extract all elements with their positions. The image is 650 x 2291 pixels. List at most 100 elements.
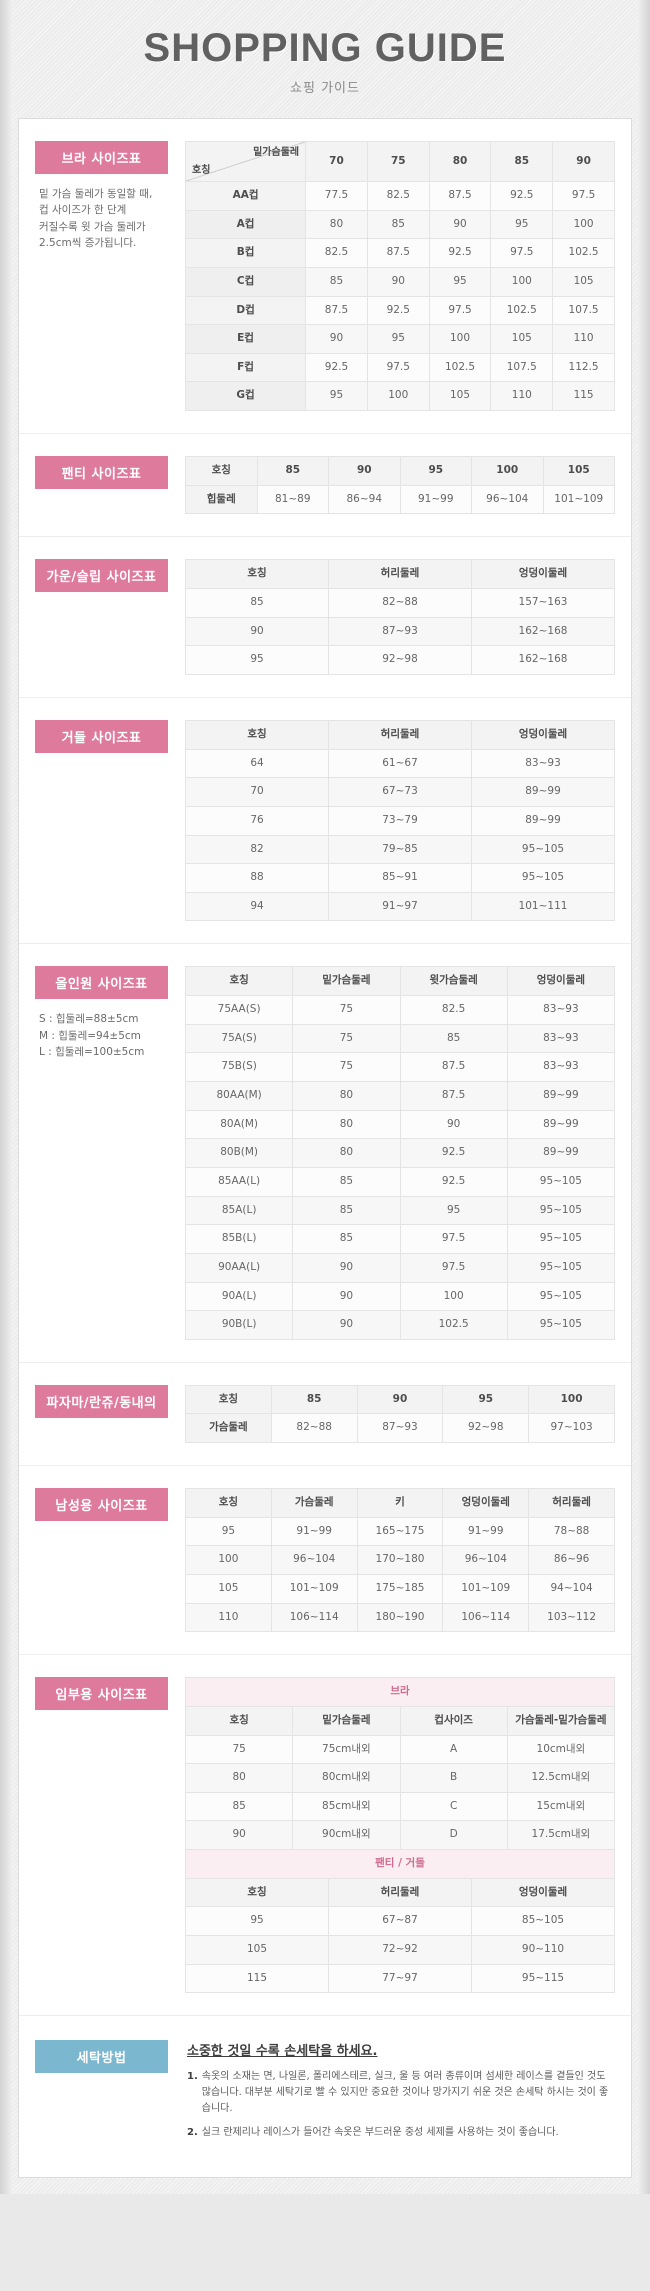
row-label: 힙둘레	[185, 484, 258, 515]
table-row: 85AA(L) 85 92.5 95~105	[184, 1166, 616, 1197]
cell: 92.5	[490, 181, 554, 211]
cell: 90	[185, 616, 329, 647]
row-label: F컵	[184, 352, 307, 383]
cell: 76	[185, 805, 329, 836]
cell: B	[399, 1763, 508, 1793]
cell: 100	[366, 381, 430, 412]
allinone-col-3: 엉덩이둘레	[506, 966, 616, 997]
cell: 95~105	[506, 1195, 616, 1226]
girdle-col-1: 허리둘레	[328, 719, 472, 750]
section-mens: 남성용 사이즈표 호칭 가슴둘레 키 엉덩이둘레 허리둘레 95 91~9	[19, 1466, 631, 1656]
row-label: B컵	[184, 238, 307, 268]
cell: 95	[185, 645, 329, 675]
cell: 91~99	[442, 1516, 530, 1547]
cell: 90	[305, 324, 368, 354]
cell: 157~163	[471, 588, 615, 618]
list-item: 2. 실크 란제리나 레이스가 들어간 속옷은 부드러운 중성 세제를 사용하는…	[187, 2125, 615, 2141]
tag-panty: 팬티 사이즈표	[35, 456, 168, 490]
allinone-note-line-3: L : 힙둘레=100±5cm	[39, 1045, 145, 1058]
table-row: 95 92~98 162~168	[185, 645, 615, 675]
cell: 89~99	[506, 1081, 616, 1111]
cell: 77.5	[305, 181, 368, 211]
cell: 92.5	[366, 295, 430, 326]
maternity-bra-col-0: 호칭	[184, 1705, 294, 1736]
cell: 91~97	[328, 891, 472, 922]
cell: 83~93	[506, 1052, 616, 1083]
bra-col-0: 70	[305, 141, 368, 182]
mens-side: 남성용 사이즈표	[35, 1488, 185, 1522]
cell: 101~111	[471, 891, 615, 922]
maternity-bra-col-1: 밑가슴둘레	[292, 1705, 401, 1736]
cell: 12.5cm내외	[506, 1763, 616, 1793]
cell: 87.5	[366, 238, 430, 268]
maternity-bra-col-2: 컵사이즈	[399, 1705, 508, 1736]
pajama-col-0: 호칭	[185, 1384, 272, 1415]
allinone-note-line-2: M : 힙둘레=94±5cm	[39, 1029, 141, 1042]
tag-gown: 가운/슬립 사이즈표	[35, 559, 168, 593]
girdle-size-table: 호칭 허리둘레 엉덩이둘레 64 61~67 83~93 70 67~73 89~99 …	[185, 719, 615, 922]
panty-side: 팬티 사이즈표	[35, 456, 185, 490]
guide-card: 브라 사이즈표 밑 가슴 둘레가 동일할 때, 컵 사이즈가 한 단계 커질수록…	[18, 118, 632, 2179]
maternity-body: 브라 호칭 밑가슴둘레 컵사이즈 가슴둘레-밑가슴둘레 75 75cm내외 A 10c…	[184, 1677, 616, 1994]
cell: 78~88	[528, 1516, 615, 1547]
cell: 95	[428, 266, 492, 297]
table-row: 95 91~99 165~175 91~99 78~88	[185, 1516, 615, 1547]
bra-col-4: 90	[552, 141, 615, 182]
table-row: 힙둘레 81~89 86~94 91~99 96~104 101~109	[185, 484, 615, 515]
cell: 105	[185, 1573, 272, 1604]
tag-wash: 세탁방법	[35, 2040, 168, 2074]
cell: 115	[552, 381, 615, 412]
cell: 92.5	[305, 352, 368, 383]
maternity-bra-table: 브라 호칭 밑가슴둘레 컵사이즈 가슴둘레-밑가슴둘레 75 75cm내외 A 10c…	[184, 1677, 616, 1851]
cell: 85	[399, 1023, 508, 1054]
maternity-panty-subhead-row: 팬티 / 거들	[185, 1849, 615, 1879]
cell: 100	[428, 324, 492, 354]
panty-col-1: 85	[256, 456, 329, 486]
table-row: 75B(S) 75 87.5 83~93	[184, 1052, 616, 1083]
cell: 10cm내외	[506, 1734, 616, 1765]
table-row: A컵 80 85 90 95 100	[184, 209, 615, 240]
table-header-row: 호칭 85 90 95 100 105	[185, 456, 615, 486]
cell: 91~99	[270, 1516, 358, 1547]
list-item: 1. 속옷의 소재는 면, 나일론, 폴리에스테르, 실크, 울 등 여러 종류…	[187, 2069, 615, 2117]
cell: 105	[490, 324, 554, 354]
cell: 87.5	[428, 181, 492, 211]
cell: 95	[185, 1516, 272, 1547]
cell: 106~114	[270, 1602, 358, 1633]
cell: 75A(S)	[184, 1023, 294, 1054]
cell: 80	[305, 209, 368, 240]
cell: 67~87	[328, 1906, 472, 1937]
cell: 95	[305, 381, 368, 412]
panty-col-4: 100	[471, 456, 544, 486]
cell: 75AA(S)	[184, 995, 294, 1025]
cell: 85	[184, 1791, 294, 1822]
table-header-row: 호칭 밑가슴둘레 윗가슴둘레 엉덩이둘레	[184, 966, 616, 997]
allinone-size-table: 호칭 밑가슴둘레 윗가슴둘레 엉덩이둘레 75AA(S) 75 82.5 83~93 …	[184, 966, 616, 1340]
table-header-row: 호칭 허리둘레 엉덩이둘레	[185, 719, 615, 750]
cell: 107.5	[552, 295, 615, 326]
pajama-col-3: 95	[442, 1384, 530, 1415]
cell: 95~105	[506, 1252, 616, 1283]
row-label: E컵	[184, 324, 307, 354]
gown-size-table: 호칭 허리둘레 엉덩이둘레 85 82~88 157~163 90 87~93 162~…	[185, 559, 615, 675]
cell: 90	[428, 209, 492, 240]
cell: 94~104	[528, 1573, 615, 1604]
table-row: 80B(M) 80 92.5 89~99	[184, 1138, 616, 1168]
row-label: C컵	[184, 266, 307, 297]
cell: 88	[185, 863, 329, 893]
row-label: 가슴둘레	[185, 1413, 272, 1444]
bra-corner-top-label: 밑가슴둘레	[253, 147, 300, 158]
cell: 64	[185, 748, 329, 779]
cell: 90	[292, 1281, 401, 1312]
cell: 83~93	[471, 748, 615, 779]
wash-list: 1. 속옷의 소재는 면, 나일론, 폴리에스테르, 실크, 울 등 여러 종류…	[187, 2069, 615, 2141]
allinone-side: 올인원 사이즈표 S : 힙둘레=88±5cm M : 힙둘레=94±5cm L…	[35, 966, 185, 1060]
tag-girdle: 거들 사이즈표	[35, 719, 168, 753]
table-row: 80A(M) 80 90 89~99	[184, 1109, 616, 1140]
girdle-side: 거들 사이즈표	[35, 719, 185, 753]
girdle-col-2: 엉덩이둘레	[471, 719, 615, 750]
cell: 89~99	[506, 1109, 616, 1140]
table-row: C컵 85 90 95 100 105	[184, 266, 615, 297]
cell: 90	[399, 1109, 508, 1140]
cell: 82~88	[270, 1413, 358, 1444]
